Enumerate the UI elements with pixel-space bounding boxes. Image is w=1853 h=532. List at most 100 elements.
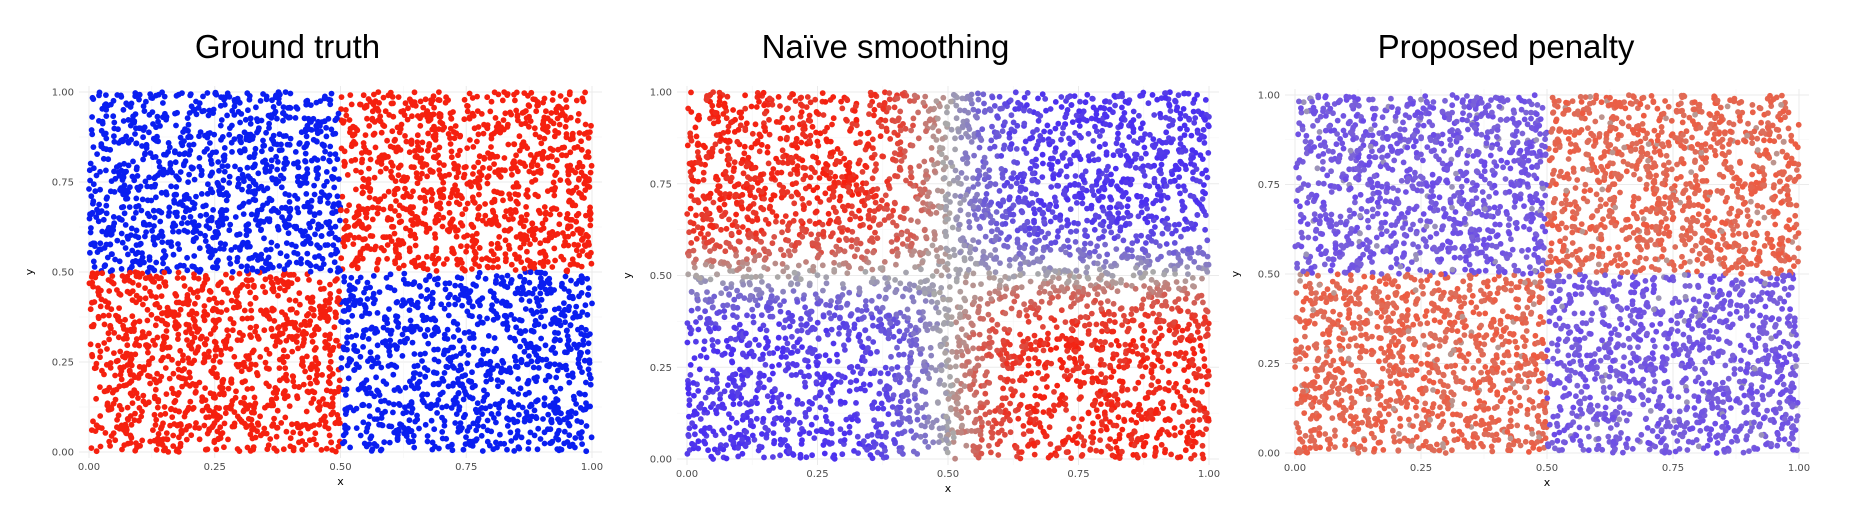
scatter-point (495, 222, 502, 229)
scatter-point (86, 215, 93, 222)
scatter-point (356, 364, 362, 370)
scatter-point (366, 123, 373, 129)
scatter-point (575, 360, 582, 367)
scatter-point (260, 219, 267, 225)
scatter-point (473, 230, 480, 237)
scatter-point (409, 339, 416, 346)
scatter-point (529, 179, 535, 185)
scatter-point (397, 421, 403, 428)
scatter-point (1066, 354, 1073, 361)
scatter-point (696, 366, 703, 373)
scatter-point (215, 181, 221, 187)
scatter-point (521, 418, 528, 425)
scatter-point (160, 171, 167, 178)
scatter-point (260, 91, 266, 97)
scatter-point (406, 149, 413, 156)
scatter-point (417, 371, 423, 378)
scatter-point (263, 161, 270, 168)
scatter-point (223, 271, 229, 278)
scatter-point (499, 97, 506, 104)
scatter-point (112, 256, 118, 263)
scatter-point (541, 95, 548, 102)
scatter-point (570, 230, 576, 237)
scatter-point (527, 152, 534, 158)
scatter-point (100, 216, 107, 223)
scatter-point (550, 120, 557, 127)
scatter-point (507, 109, 513, 116)
scatter-point (156, 283, 163, 290)
scatter-point (406, 307, 413, 313)
scatter-point (93, 422, 100, 429)
scatter-point (228, 247, 235, 253)
scatter-point (417, 98, 424, 105)
scatter-point (207, 331, 214, 337)
scatter-point (464, 243, 470, 250)
scatter-point (408, 297, 414, 304)
scatter-point (360, 92, 367, 99)
scatter-point (317, 315, 324, 321)
scatter-point (497, 431, 503, 438)
scatter-point (263, 247, 270, 253)
scatter-point (364, 296, 371, 302)
scatter-point (369, 204, 376, 211)
scatter-point (186, 151, 193, 158)
scatter-point (1137, 363, 1143, 369)
scatter-point (110, 113, 117, 120)
scatter-point (470, 171, 476, 177)
x-tick-label: 0.75 (455, 462, 477, 473)
scatter-point (493, 439, 499, 446)
scatter-point (183, 436, 190, 443)
scatter-point (425, 340, 432, 347)
scatter-point (394, 435, 401, 442)
scatter-point (527, 417, 533, 424)
scatter-point (471, 199, 478, 206)
scatter-point (277, 250, 284, 257)
scatter-point (388, 159, 394, 166)
scatter-point (226, 93, 233, 100)
scatter-point (576, 175, 582, 182)
scatter-point (165, 353, 172, 360)
scatter-point (279, 330, 286, 337)
scatter-point (536, 134, 543, 141)
scatter-point (166, 144, 173, 151)
scatter-point (452, 123, 459, 129)
scatter-point (584, 275, 591, 282)
scatter-point (118, 266, 125, 272)
scatter-point (1172, 177, 1178, 184)
scatter-point (896, 338, 903, 344)
scatter-point (229, 327, 236, 334)
scatter-point (129, 400, 136, 406)
scatter-point (402, 185, 408, 192)
scatter-point (511, 316, 518, 323)
scatter-point (251, 394, 258, 401)
scatter-point (244, 90, 251, 97)
scatter-point (258, 227, 264, 234)
scatter-point (414, 214, 421, 221)
scatter-point (1054, 382, 1061, 389)
scatter-point (579, 95, 586, 102)
scatter-point (1097, 338, 1104, 345)
scatter-point (525, 102, 532, 109)
scatter-point (133, 203, 140, 210)
scatter-point (451, 165, 458, 172)
scatter-point (531, 348, 538, 355)
scatter-point (217, 240, 224, 247)
scatter-point (469, 443, 476, 449)
scatter-point (1093, 407, 1100, 413)
scatter-point (467, 335, 473, 342)
scatter-point (361, 104, 368, 111)
scatter-point (251, 284, 257, 290)
scatter-point (484, 315, 490, 322)
scatter-point (308, 366, 314, 373)
scatter-point (184, 267, 191, 274)
scatter-point (424, 391, 431, 398)
scatter-point (559, 144, 566, 151)
scatter-point (270, 138, 277, 145)
scatter-point (129, 173, 136, 180)
scatter-point (587, 381, 594, 388)
scatter-point (97, 168, 103, 175)
scatter-point (371, 174, 378, 181)
scatter-point (530, 231, 537, 238)
scatter-point (136, 318, 143, 325)
scatter-point (1181, 355, 1187, 362)
